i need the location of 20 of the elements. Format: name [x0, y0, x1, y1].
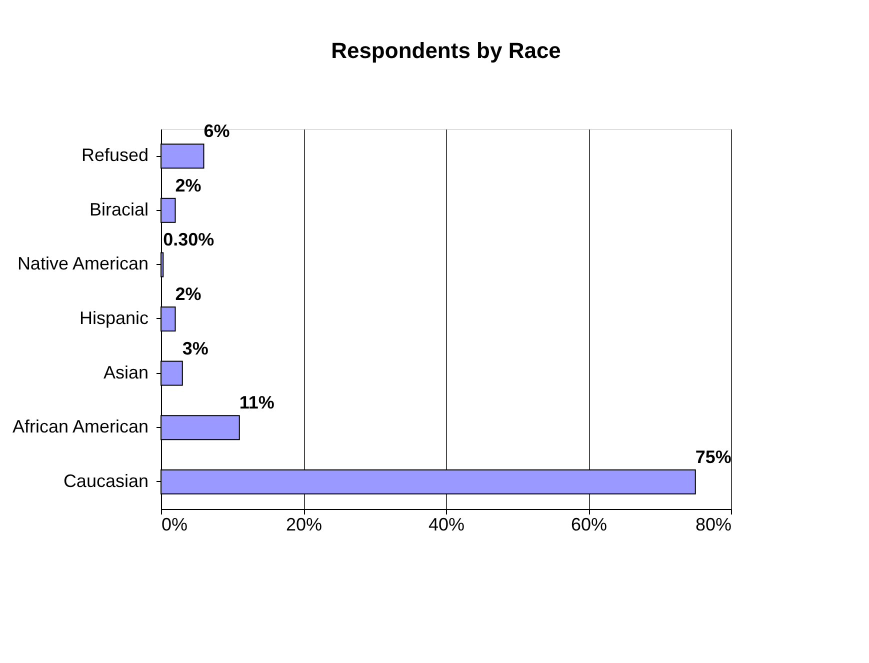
- data-label: 3%: [182, 338, 208, 358]
- data-label: 2%: [175, 284, 202, 304]
- y-tick-label: Asian: [103, 362, 148, 382]
- data-label: 2%: [175, 175, 202, 196]
- y-tick-label: African American: [12, 416, 148, 437]
- data-label: 0.30%: [163, 230, 214, 250]
- x-tick-label: 60%: [570, 514, 608, 534]
- x-tick-label: 20%: [286, 514, 322, 534]
- data-label: 75%: [695, 446, 732, 467]
- x-tick-label: 40%: [428, 514, 465, 534]
- y-tick-label: Hispanic: [79, 308, 148, 328]
- y-tick-label: Native American: [17, 254, 148, 274]
- y-tick-label: Caucasian: [63, 470, 148, 491]
- chart-title: Respondents by Race: [331, 38, 561, 64]
- x-tick-label: 80%: [695, 514, 732, 534]
- data-label: 6%: [204, 121, 230, 142]
- y-tick-label: Biracial: [89, 199, 148, 220]
- data-label: 11%: [239, 392, 274, 413]
- y-tick-label: Refused: [81, 145, 148, 166]
- x-tick-label: 0%: [162, 514, 188, 534]
